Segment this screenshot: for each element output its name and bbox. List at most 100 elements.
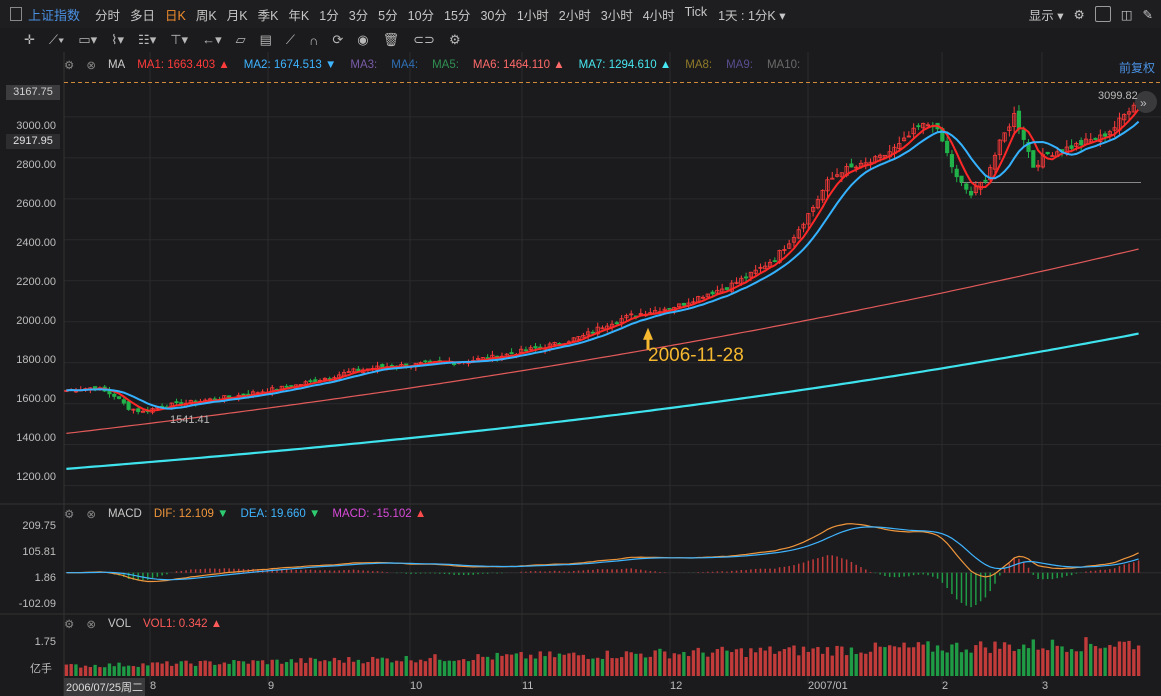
volume-bar — [93, 664, 97, 676]
candle-body — [834, 174, 840, 177]
macd-legend: ⚙ ⊗ MACD DIF: 12.109 ▼ DEA: 19.660 ▼ MAC… — [64, 507, 426, 521]
candle-body — [992, 154, 998, 170]
period-tab-0[interactable]: 分时 — [95, 8, 121, 23]
period-tab-4[interactable]: 月K — [226, 8, 248, 23]
period-tab-5[interactable]: 季K — [257, 8, 279, 23]
ma-legend-item-1[interactable]: MA2: 1674.513 ▼ — [243, 59, 337, 71]
period-tab-13[interactable]: 1小时 — [516, 8, 549, 23]
volume-bar — [619, 657, 624, 676]
annotation-arrow-icon — [643, 327, 653, 350]
period-tab-15[interactable]: 3小时 — [600, 8, 633, 23]
volume-bar — [270, 659, 274, 676]
crosshair-icon[interactable]: ✛ — [24, 32, 35, 47]
candle-body — [351, 368, 356, 373]
period-tab-16[interactable]: 4小时 — [642, 8, 675, 23]
gear-icon[interactable]: ⚙ — [64, 509, 75, 521]
candle-body — [700, 296, 706, 299]
volume-bar — [581, 654, 586, 676]
wave-tool-icon[interactable]: ⌇▾ — [111, 32, 125, 47]
volume-bar — [141, 663, 145, 676]
volume-bar — [375, 658, 380, 676]
period-tab-8[interactable]: 3分 — [348, 8, 369, 23]
period-tab-12[interactable]: 30分 — [480, 8, 507, 23]
close-icon[interactable]: ⊗ — [86, 60, 96, 72]
ma-legend-item-3[interactable]: MA4: — [391, 59, 419, 71]
rect-tool-icon[interactable]: ▭▾ — [78, 32, 98, 47]
candle-body — [509, 352, 514, 355]
ma-legend-item-5[interactable]: MA6: 1464.110 ▲ — [472, 59, 565, 71]
volume-bar — [495, 652, 499, 676]
close-icon[interactable]: ⊗ — [86, 619, 96, 631]
display-dropdown[interactable]: 显示 ▾ — [1028, 8, 1064, 23]
ma-legend-item-7[interactable]: MA8: — [685, 59, 713, 71]
period-tab-10[interactable]: 10分 — [407, 8, 435, 23]
volume-bar — [682, 651, 686, 676]
period-tab-9[interactable]: 5分 — [378, 8, 398, 23]
comment-icon[interactable]: ▤ — [259, 32, 272, 47]
eraser-icon[interactable]: ⟋ — [285, 32, 296, 47]
trash-icon[interactable]: 🗑 — [382, 32, 400, 47]
candle-body — [131, 408, 136, 411]
pen-icon[interactable]: ✎ — [1142, 7, 1153, 22]
ma-legend-item-8[interactable]: MA9: — [726, 59, 753, 71]
ma-legend-item-0[interactable]: MA1: 1663.403 ▲ — [137, 59, 230, 71]
period-tab-1[interactable]: 多日 — [130, 8, 156, 23]
period-tab-2[interactable]: 日K — [165, 8, 186, 23]
price-tick: 1200.00 — [16, 471, 56, 483]
arrow-tool-icon[interactable]: ←▾ — [202, 32, 222, 47]
volume-bar — [868, 651, 873, 676]
gear-icon[interactable]: ⚙ — [64, 60, 75, 72]
volume-bar — [648, 656, 653, 676]
volume-bar — [438, 659, 442, 676]
interval-select[interactable]: 1天 : 1分K ▾ — [718, 8, 786, 23]
volume-bar — [596, 657, 600, 676]
close-icon[interactable]: ⊗ — [86, 509, 96, 521]
sync-icon[interactable]: ⟳ — [332, 32, 344, 47]
period-tab-6[interactable]: 年K — [288, 8, 310, 23]
volume-bar — [371, 656, 375, 676]
volume-bar — [1089, 643, 1093, 676]
eye-icon[interactable]: ◉ — [357, 32, 369, 47]
layout-icon[interactable] — [10, 7, 22, 21]
text-tool-icon[interactable]: ⊤▾ — [170, 32, 189, 47]
candle-body — [140, 410, 146, 413]
volume-bar — [801, 646, 806, 676]
ma-legend-item-6[interactable]: MA7: 1294.610 ▲ — [578, 59, 672, 71]
fib-tool-icon[interactable]: ☷▾ — [138, 32, 157, 47]
candle-body — [748, 271, 753, 278]
magnet-icon[interactable]: ∩ — [309, 32, 319, 48]
volume-bar — [667, 658, 672, 676]
camera-icon[interactable]: ◫ — [1120, 7, 1133, 22]
volume-bar — [734, 649, 739, 676]
volume-bar — [1060, 646, 1064, 676]
gear-icon[interactable]: ⚙ — [1073, 7, 1085, 22]
candle-body — [959, 175, 964, 183]
settings-icon[interactable]: ⚙ — [448, 32, 461, 47]
ruler-icon[interactable]: ▱ — [235, 32, 246, 47]
adjust-button[interactable]: 前复权 — [1118, 61, 1155, 75]
volume-bar — [921, 644, 925, 676]
square-icon[interactable] — [1094, 6, 1111, 22]
period-tab-3[interactable]: 周K — [195, 8, 217, 23]
volume-bar — [548, 651, 552, 676]
ma-legend-item-9[interactable]: MA10: — [766, 59, 801, 71]
kline-chart[interactable]: » — [0, 52, 1161, 696]
link-icon[interactable]: ⊂⊃ — [413, 32, 435, 47]
ma-legend-item-4[interactable]: MA5: — [432, 59, 459, 71]
symbol-title[interactable]: 上证指数 — [28, 7, 81, 23]
volume-bar — [179, 661, 183, 676]
vol-name[interactable]: VOL — [107, 618, 131, 630]
ma-indicator-name[interactable]: MA — [107, 59, 126, 71]
period-tab-17[interactable]: Tick — [684, 4, 708, 19]
macd-tick: -102.09 — [18, 598, 56, 610]
volume-bar — [308, 657, 313, 676]
period-tab-14[interactable]: 2小时 — [558, 8, 591, 23]
period-tab-7[interactable]: 1分 — [319, 8, 339, 23]
line-tool-icon[interactable]: ⟋▾ — [48, 32, 65, 47]
ma6-line — [66, 248, 1139, 434]
price-tick: 2600.00 — [16, 198, 56, 210]
macd-name[interactable]: MACD — [107, 508, 142, 520]
gear-icon[interactable]: ⚙ — [64, 619, 75, 631]
ma-legend-item-2[interactable]: MA3: — [350, 59, 378, 71]
period-tab-11[interactable]: 15分 — [444, 8, 471, 23]
